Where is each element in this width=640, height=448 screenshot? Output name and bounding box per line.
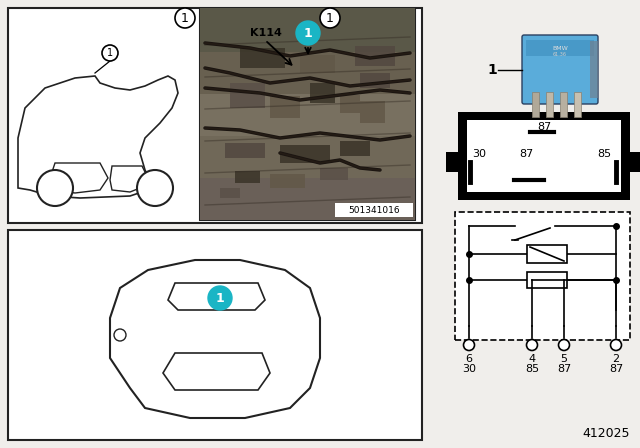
Bar <box>560 92 567 117</box>
Circle shape <box>559 340 570 350</box>
Bar <box>526 40 594 56</box>
Text: 87: 87 <box>519 149 533 159</box>
Text: 5: 5 <box>561 354 568 364</box>
Text: 1: 1 <box>107 48 113 58</box>
Bar <box>574 92 581 117</box>
Text: K114: K114 <box>250 28 282 38</box>
Bar <box>200 10 415 220</box>
Bar <box>200 50 415 94</box>
Circle shape <box>527 340 538 350</box>
Bar <box>527 245 567 263</box>
Bar <box>355 46 395 66</box>
Bar <box>220 188 240 198</box>
Bar <box>446 152 458 172</box>
Text: 87: 87 <box>557 364 571 374</box>
Bar <box>200 92 415 136</box>
Text: 87: 87 <box>609 364 623 374</box>
Text: 501341016: 501341016 <box>348 206 400 215</box>
Text: 87: 87 <box>537 122 551 132</box>
Bar <box>225 143 265 158</box>
Bar <box>360 73 390 88</box>
Bar <box>455 212 630 340</box>
Text: 85: 85 <box>525 364 539 374</box>
Bar <box>532 92 539 117</box>
Text: 412025: 412025 <box>582 427 630 440</box>
Bar <box>235 171 260 183</box>
Bar <box>8 8 422 223</box>
Text: 1: 1 <box>326 12 334 25</box>
Circle shape <box>102 45 118 61</box>
Bar <box>310 83 335 103</box>
Text: 1: 1 <box>303 26 312 39</box>
Circle shape <box>463 340 474 350</box>
Bar <box>335 203 413 217</box>
Bar <box>230 83 265 108</box>
Bar <box>200 134 415 178</box>
Bar <box>8 230 422 440</box>
Bar <box>300 55 335 73</box>
Text: 85: 85 <box>597 149 611 159</box>
Bar <box>546 92 553 117</box>
Circle shape <box>37 170 73 206</box>
Bar <box>340 95 360 113</box>
Bar <box>270 96 300 118</box>
Circle shape <box>208 286 232 310</box>
Text: 30: 30 <box>472 149 486 159</box>
Bar <box>458 112 630 200</box>
Bar <box>280 145 330 163</box>
Bar <box>527 272 567 288</box>
Text: 1: 1 <box>487 63 497 77</box>
Bar <box>360 101 385 123</box>
Circle shape <box>137 170 173 206</box>
Text: 30: 30 <box>462 364 476 374</box>
Circle shape <box>320 8 340 28</box>
Bar <box>200 8 415 52</box>
Bar <box>590 41 598 98</box>
Bar <box>320 168 348 180</box>
Bar <box>240 48 285 68</box>
Circle shape <box>175 8 195 28</box>
Text: 4: 4 <box>529 354 536 364</box>
Bar <box>270 174 305 188</box>
Bar <box>630 152 640 172</box>
Text: 61.36: 61.36 <box>553 52 567 56</box>
Bar <box>340 141 370 156</box>
FancyBboxPatch shape <box>522 35 598 104</box>
Text: BMW: BMW <box>552 46 568 51</box>
Text: 6: 6 <box>465 354 472 364</box>
Text: 1: 1 <box>216 292 225 305</box>
Circle shape <box>296 21 320 45</box>
Circle shape <box>611 340 621 350</box>
Text: 2: 2 <box>612 354 620 364</box>
Bar <box>467 120 621 192</box>
Text: 1: 1 <box>181 12 189 25</box>
Bar <box>200 176 415 220</box>
